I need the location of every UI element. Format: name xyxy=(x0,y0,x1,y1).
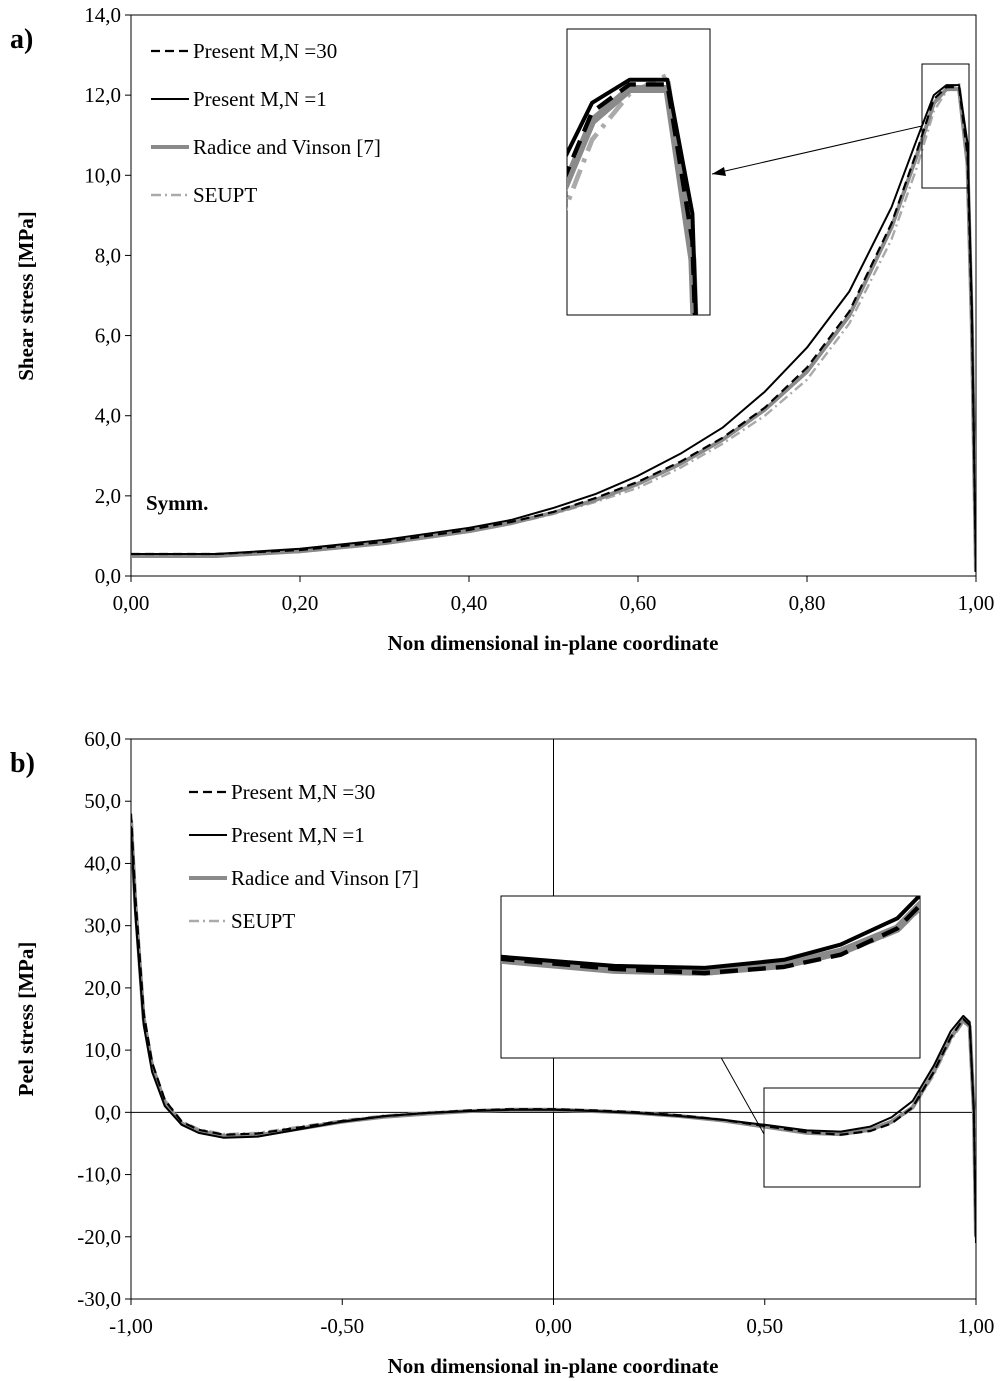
inset-frame-b xyxy=(500,895,921,1059)
y-tick-label: -30,0 xyxy=(77,1287,121,1311)
x-tick-label: -0,50 xyxy=(320,1314,364,1338)
legend-entry: Present M,N =30 xyxy=(231,780,375,804)
legend-entry: Radice and Vinson [7] xyxy=(193,135,381,159)
x-tick-label: 0,20 xyxy=(282,591,319,615)
x-tick-label: 0,50 xyxy=(746,1314,783,1338)
y-ticks-a: 0,0 2,0 4,0 6,0 8,0 10,0 12,0 14,0 xyxy=(84,3,131,588)
y-tick-label: 10,0 xyxy=(84,1038,121,1062)
series-line xyxy=(131,84,976,573)
zoom-connector-a xyxy=(711,125,923,175)
y-axis-label-a: Shear stress [MPa] xyxy=(14,211,38,381)
series-line xyxy=(131,813,976,1237)
legend-entry: Present M,N =1 xyxy=(193,87,327,111)
x-tick-label: 0,00 xyxy=(113,591,150,615)
panel-label-a: a) xyxy=(10,24,33,55)
y-tick-label: 60,0 xyxy=(84,727,121,751)
x-tick-label: 1,00 xyxy=(958,591,995,615)
y-tick-label: 12,0 xyxy=(84,83,121,107)
y-tick-label: 10,0 xyxy=(84,163,121,187)
legend-b: Present M,N =30 Present M,N =1 Radice and … xyxy=(189,780,419,933)
y-tick-label: -20,0 xyxy=(77,1225,121,1249)
y-tick-label: 8,0 xyxy=(95,243,121,267)
legend-a: Present M,N =30 Present M,N =1 Radice and … xyxy=(151,39,381,207)
y-tick-label: 0,0 xyxy=(95,1100,121,1124)
y-tick-label: -10,0 xyxy=(77,1163,121,1187)
inset-series-line xyxy=(567,85,699,315)
y-tick-label: 4,0 xyxy=(95,404,121,428)
x-axis-label-b: Non dimensional in-plane coordinate xyxy=(388,1354,719,1378)
x-tick-label: 0,40 xyxy=(451,591,488,615)
x-tick-label: -1,00 xyxy=(109,1314,153,1338)
series-b xyxy=(131,739,976,1299)
y-tick-label: 6,0 xyxy=(95,324,121,348)
y-ticks-b: -30,0 -20,0 -10,0 0,0 10,0 20,0 30,0 40,0 50,0 60… xyxy=(77,727,131,1311)
legend-entry: Present M,N =30 xyxy=(193,39,337,63)
chart-b: b) -30,0 -20,0 -10,0 0,0 10,0 20,0 30,0 40,0 50,… xyxy=(10,727,994,1378)
x-tick-label: 0,80 xyxy=(789,591,826,615)
series-line xyxy=(131,826,976,1244)
x-tick-label: 0,60 xyxy=(620,591,657,615)
symmetry-annotation: Symm. xyxy=(146,491,208,515)
legend-entry: Radice and Vinson [7] xyxy=(231,866,419,890)
y-tick-label: 50,0 xyxy=(84,789,121,813)
x-tick-label: 1,00 xyxy=(958,1314,995,1338)
x-ticks-b: -1,00 -0,50 0,00 0,50 1,00 xyxy=(109,1299,994,1338)
y-tick-label: 20,0 xyxy=(84,976,121,1000)
zoom-region-b xyxy=(763,1087,921,1188)
inset-frame-a xyxy=(566,28,711,316)
zoom-connector-b xyxy=(713,1044,765,1135)
y-axis-label-b: Peel stress [MPa] xyxy=(14,942,38,1097)
chart-a: a) 0,02,04,06,08,010,012,014,0 0,00 0,20 0… xyxy=(10,3,995,655)
series-line xyxy=(131,87,976,573)
legend-entry: Present M,N =1 xyxy=(231,823,365,847)
series-line xyxy=(131,86,976,573)
y-tick-label: 0,0 xyxy=(95,564,121,588)
y-tick-label: 30,0 xyxy=(84,914,121,938)
panel-label-b: b) xyxy=(10,748,35,779)
y-tick-label: 40,0 xyxy=(84,851,121,875)
legend-entry: SEUPT xyxy=(231,909,295,933)
y-tick-label: 2,0 xyxy=(95,484,121,508)
zoom-arrowhead-a xyxy=(712,167,726,176)
y-tick-label: 14,0 xyxy=(84,3,121,27)
x-ticks-a: 0,00 0,20 0,40 0,60 0,80 1,00 xyxy=(113,576,995,615)
plot-frame-a xyxy=(130,14,977,577)
x-axis-label-a: Non dimensional in-plane coordinate xyxy=(388,631,719,655)
x-tick-label: 0,00 xyxy=(535,1314,572,1338)
inset-series-line xyxy=(567,77,698,315)
series-a xyxy=(131,81,976,573)
inset-series-line xyxy=(567,82,698,315)
inset-series-a xyxy=(567,72,699,315)
legend-entry: SEUPT xyxy=(193,183,257,207)
